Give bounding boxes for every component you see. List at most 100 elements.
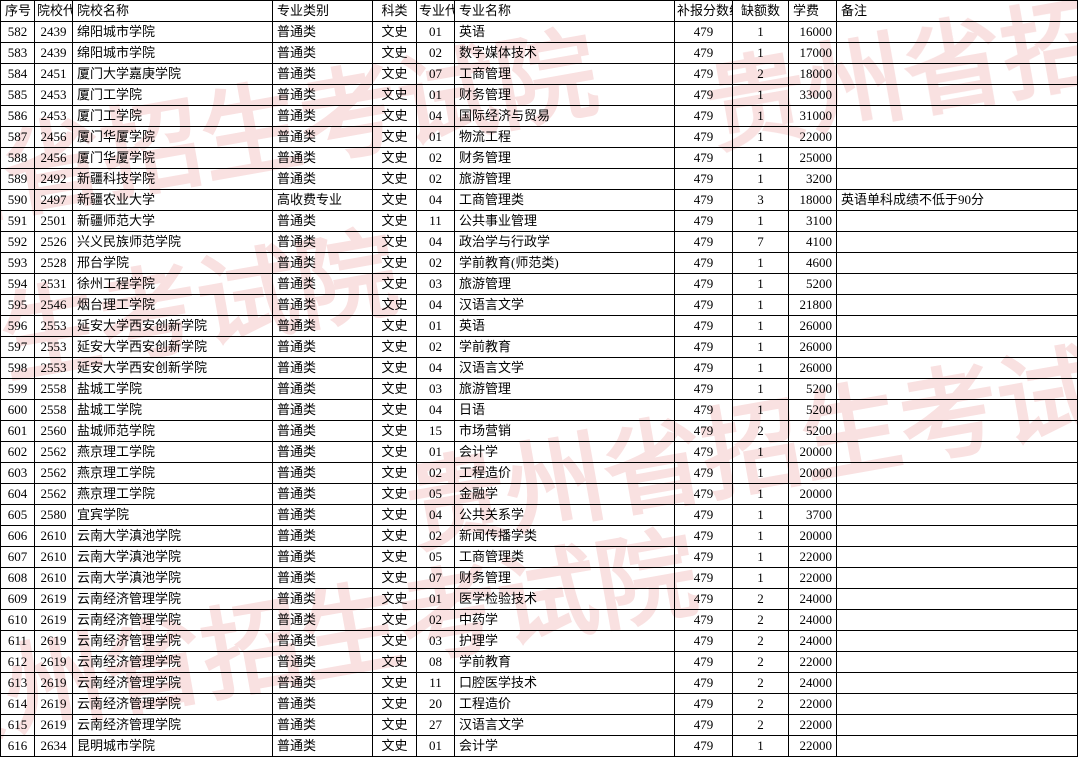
cell-tuition: 20000 (789, 463, 837, 484)
cell-score-line: 479 (675, 106, 733, 127)
cell-tuition: 5200 (789, 421, 837, 442)
cell-subject: 文史 (373, 505, 417, 526)
cell-score-line: 479 (675, 127, 733, 148)
cell-seq: 599 (1, 379, 35, 400)
cell-school-code: 2501 (35, 211, 73, 232)
cell-tuition: 22000 (789, 547, 837, 568)
cell-major-name: 学前教育 (455, 337, 675, 358)
table-row: 5862453厦门工学院普通类文史04国际经济与贸易479131000 (1, 106, 1078, 127)
cell-school-code: 2439 (35, 22, 73, 43)
cell-school-code: 2546 (35, 295, 73, 316)
cell-seq: 615 (1, 715, 35, 736)
cell-school-name: 云南大学滇池学院 (73, 568, 273, 589)
header-tuition: 学费 (789, 1, 837, 22)
cell-score-line: 479 (675, 463, 733, 484)
cell-school-code: 2553 (35, 316, 73, 337)
cell-subject: 文史 (373, 232, 417, 253)
cell-subject: 文史 (373, 547, 417, 568)
cell-school-name: 绵阳城市学院 (73, 43, 273, 64)
cell-vacancy: 1 (733, 547, 789, 568)
cell-school-code: 2558 (35, 400, 73, 421)
cell-score-line: 479 (675, 64, 733, 85)
cell-major-code: 01 (417, 316, 455, 337)
cell-score-line: 479 (675, 400, 733, 421)
cell-subject: 文史 (373, 442, 417, 463)
cell-remark: 英语单科成绩不低于90分 (837, 190, 1078, 211)
cell-score-line: 479 (675, 316, 733, 337)
cell-tuition: 4100 (789, 232, 837, 253)
cell-major-code: 02 (417, 337, 455, 358)
cell-score-line: 479 (675, 652, 733, 673)
cell-seq: 596 (1, 316, 35, 337)
table-row: 6132619云南经济管理学院普通类文史11口腔医学技术479224000 (1, 673, 1078, 694)
cell-vacancy: 1 (733, 169, 789, 190)
table-row: 6002558盐城工学院普通类文史04日语47915200 (1, 400, 1078, 421)
cell-score-line: 479 (675, 673, 733, 694)
header-score-line: 补报分数线 (675, 1, 733, 22)
cell-major-type: 普通类 (273, 442, 373, 463)
cell-school-name: 燕京理工学院 (73, 463, 273, 484)
cell-tuition: 24000 (789, 610, 837, 631)
cell-school-name: 厦门工学院 (73, 85, 273, 106)
header-major-type: 专业类别 (273, 1, 373, 22)
cell-seq: 590 (1, 190, 35, 211)
cell-seq: 594 (1, 274, 35, 295)
cell-seq: 606 (1, 526, 35, 547)
cell-school-name: 云南经济管理学院 (73, 652, 273, 673)
cell-school-name: 烟台理工学院 (73, 295, 273, 316)
cell-major-name: 汉语言文学 (455, 358, 675, 379)
table-row: 5992558盐城工学院普通类文史03旅游管理47915200 (1, 379, 1078, 400)
cell-vacancy: 1 (733, 442, 789, 463)
cell-major-code: 27 (417, 715, 455, 736)
cell-major-name: 汉语言文学 (455, 715, 675, 736)
cell-major-name: 市场营销 (455, 421, 675, 442)
cell-remark (837, 22, 1078, 43)
cell-major-name: 会计学 (455, 442, 675, 463)
cell-school-name: 徐州工程学院 (73, 274, 273, 295)
cell-seq: 595 (1, 295, 35, 316)
cell-seq: 592 (1, 232, 35, 253)
cell-major-type: 普通类 (273, 43, 373, 64)
cell-tuition: 22000 (789, 694, 837, 715)
cell-major-name: 工商管理类 (455, 547, 675, 568)
cell-major-type: 普通类 (273, 505, 373, 526)
cell-score-line: 479 (675, 442, 733, 463)
cell-subject: 文史 (373, 568, 417, 589)
cell-subject: 文史 (373, 295, 417, 316)
table-row: 6092619云南经济管理学院普通类文史01医学检验技术479224000 (1, 589, 1078, 610)
cell-subject: 文史 (373, 43, 417, 64)
cell-subject: 文史 (373, 337, 417, 358)
cell-remark (837, 127, 1078, 148)
cell-major-code: 04 (417, 232, 455, 253)
cell-major-type: 普通类 (273, 358, 373, 379)
cell-major-code: 02 (417, 253, 455, 274)
cell-vacancy: 7 (733, 232, 789, 253)
cell-score-line: 479 (675, 715, 733, 736)
cell-tuition: 21800 (789, 295, 837, 316)
cell-school-code: 2619 (35, 715, 73, 736)
cell-subject: 文史 (373, 127, 417, 148)
cell-vacancy: 2 (733, 610, 789, 631)
cell-major-type: 普通类 (273, 169, 373, 190)
cell-seq: 588 (1, 148, 35, 169)
cell-score-line: 479 (675, 148, 733, 169)
cell-school-code: 2619 (35, 631, 73, 652)
cell-major-type: 普通类 (273, 274, 373, 295)
cell-remark (837, 736, 1078, 757)
cell-score-line: 479 (675, 694, 733, 715)
header-remark: 备注 (837, 1, 1078, 22)
cell-subject: 文史 (373, 148, 417, 169)
cell-tuition: 3200 (789, 169, 837, 190)
cell-vacancy: 2 (733, 715, 789, 736)
cell-subject: 文史 (373, 169, 417, 190)
table-row: 6042562燕京理工学院普通类文史05金融学479120000 (1, 484, 1078, 505)
cell-score-line: 479 (675, 589, 733, 610)
cell-major-type: 普通类 (273, 253, 373, 274)
cell-major-type: 普通类 (273, 736, 373, 757)
cell-remark (837, 694, 1078, 715)
cell-vacancy: 1 (733, 484, 789, 505)
table-row: 6052580宜宾学院普通类文史04公共关系学47913700 (1, 505, 1078, 526)
cell-tuition: 17000 (789, 43, 837, 64)
cell-remark (837, 547, 1078, 568)
cell-seq: 607 (1, 547, 35, 568)
